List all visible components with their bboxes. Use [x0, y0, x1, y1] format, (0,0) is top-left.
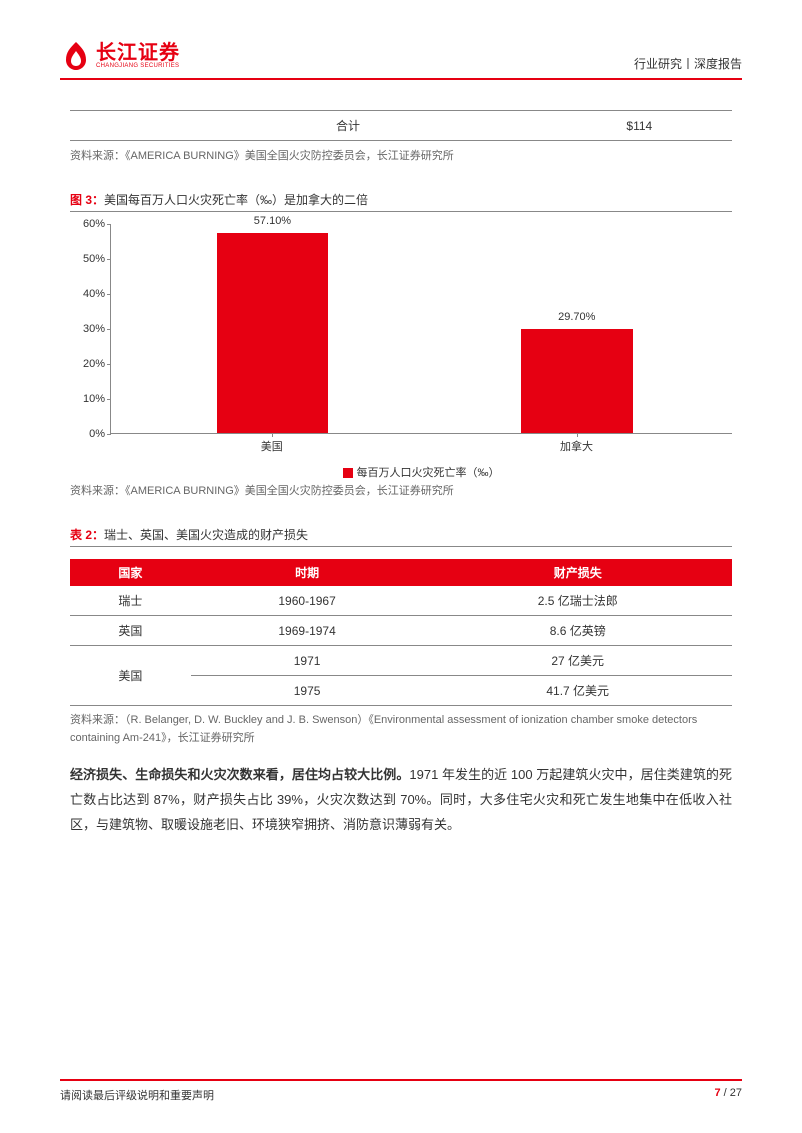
summary-label: 合计 [255, 111, 440, 141]
cell-loss: 2.5 亿瑞士法郎 [423, 586, 732, 616]
summary-table: 合计 $114 [70, 110, 732, 141]
chart-bar: 57.10% [217, 233, 329, 433]
y-tick-label: 60% [73, 218, 105, 230]
table-row: 瑞士 1960-1967 2.5 亿瑞士法郎 [70, 586, 732, 616]
table2-prefix: 表 2： [70, 528, 104, 542]
figure3-chart: 0%10%20%30%40%50%60%57.10%29.70% 美国加拿大 每… [70, 224, 732, 474]
summary-value: $114 [547, 111, 732, 141]
cell-period: 1971 [191, 646, 424, 676]
body-bold: 经济损失、生命损失和火灾次数来看，居住均占较大比例。 [70, 767, 409, 782]
table2: 国家 时期 财产损失 瑞士 1960-1967 2.5 亿瑞士法郎 英国 196… [70, 559, 732, 706]
y-tick-label: 10% [73, 393, 105, 405]
cell-loss: 41.7 亿美元 [423, 676, 732, 706]
cell-country: 美国 [70, 646, 191, 706]
table2-caption: 表 2：瑞士、英国、美国火灾造成的财产损失 [70, 526, 732, 547]
flame-icon [60, 40, 92, 72]
figure3-prefix: 图 3： [70, 193, 104, 207]
page-footer: 请阅读最后评级说明和重要声明 7 / 27 [60, 1079, 742, 1103]
x-tick-label: 加拿大 [560, 438, 593, 454]
chart-plot-area: 0%10%20%30%40%50%60%57.10%29.70% [110, 224, 732, 434]
table2-title: 瑞士、英国、美国火灾造成的财产损失 [104, 528, 308, 542]
bar-value-label: 57.10% [254, 215, 291, 227]
source-2: 资料来源：《AMERICA BURNING》美国全国火灾防控委员会，长江证券研究… [70, 482, 732, 498]
y-tick-label: 20% [73, 358, 105, 370]
bar-value-label: 29.70% [558, 311, 595, 323]
figure3-title: 美国每百万人口火灾死亡率（‰）是加拿大的二倍 [104, 193, 368, 207]
cell-loss: 27 亿美元 [423, 646, 732, 676]
source-1: 资料来源：《AMERICA BURNING》美国全国火灾防控委员会，长江证券研究… [70, 147, 732, 163]
header-category: 行业研究丨深度报告 [634, 55, 742, 72]
page-total: 27 [730, 1087, 742, 1099]
logo-text-cn: 长江证券 [96, 43, 180, 63]
cell-period: 1960-1967 [191, 586, 424, 616]
table2-col-0: 国家 [70, 559, 191, 586]
y-tick-label: 50% [73, 253, 105, 265]
legend-text: 每百万人口火灾死亡率（‰） [357, 467, 500, 479]
cell-country: 英国 [70, 616, 191, 646]
y-tick-label: 30% [73, 323, 105, 335]
figure3-caption: 图 3：美国每百万人口火灾死亡率（‰）是加拿大的二倍 [70, 191, 732, 212]
body-paragraph: 经济损失、生命损失和火灾次数来看，居住均占较大比例。1971 年发生的近 100… [70, 763, 732, 837]
chart-legend: 每百万人口火灾死亡率（‰） [110, 464, 732, 480]
legend-swatch [343, 468, 353, 478]
cell-period: 1975 [191, 676, 424, 706]
x-tick-label: 美国 [261, 438, 283, 454]
source-3: 资料来源：（R. Belanger, D. W. Buckley and J. … [70, 712, 732, 747]
table2-col-1: 时期 [191, 559, 424, 586]
cell-loss: 8.6 亿英镑 [423, 616, 732, 646]
cell-country: 瑞士 [70, 586, 191, 616]
table2-col-2: 财产损失 [423, 559, 732, 586]
cell-period: 1969-1974 [191, 616, 424, 646]
page-number: 7 / 27 [714, 1087, 742, 1103]
y-tick-label: 0% [73, 428, 105, 440]
logo: 长江证券 CHANGJIANG SECURITIES [60, 40, 180, 72]
chart-x-labels: 美国 加拿大 [110, 438, 732, 454]
page-sep: / [721, 1087, 730, 1099]
logo-text-en: CHANGJIANG SECURITIES [96, 63, 180, 69]
footer-disclaimer: 请阅读最后评级说明和重要声明 [60, 1087, 214, 1103]
page-header: 长江证券 CHANGJIANG SECURITIES 行业研究丨深度报告 [60, 40, 742, 80]
table-row: 美国 1971 27 亿美元 [70, 646, 732, 676]
chart-bar: 29.70% [521, 329, 633, 433]
table-row: 英国 1969-1974 8.6 亿英镑 [70, 616, 732, 646]
y-tick-label: 40% [73, 288, 105, 300]
